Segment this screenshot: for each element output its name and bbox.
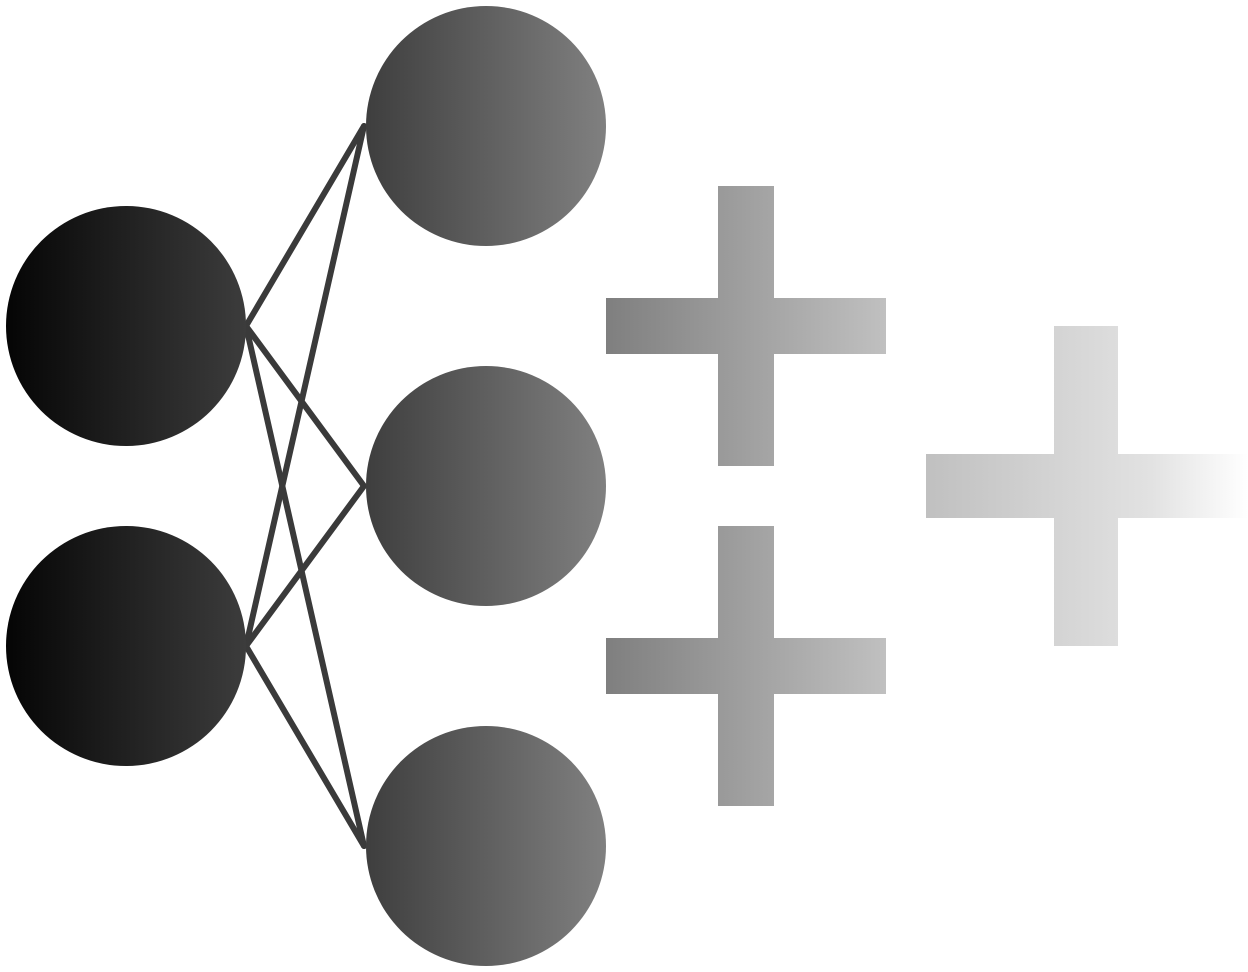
edge-in1-out2 <box>243 323 367 489</box>
edge-in1-out3 <box>243 323 367 849</box>
input-node-2 <box>6 526 246 766</box>
input-layer <box>6 206 246 766</box>
edge-in2-out2 <box>243 483 367 649</box>
output-node-1 <box>366 6 606 246</box>
edge-in2-out3 <box>243 643 367 849</box>
plus-icon-large <box>926 326 1248 646</box>
plus-symbols <box>606 186 1248 806</box>
output-layer <box>366 6 606 966</box>
output-node-3 <box>366 726 606 966</box>
input-node-1 <box>6 206 246 446</box>
plus-icon-small-bottom <box>606 526 886 806</box>
plus-icon-small-top <box>606 186 886 466</box>
connections <box>243 123 367 849</box>
edge-in1-out1 <box>243 123 367 329</box>
output-node-2 <box>366 366 606 606</box>
edge-in2-out1 <box>243 123 367 649</box>
